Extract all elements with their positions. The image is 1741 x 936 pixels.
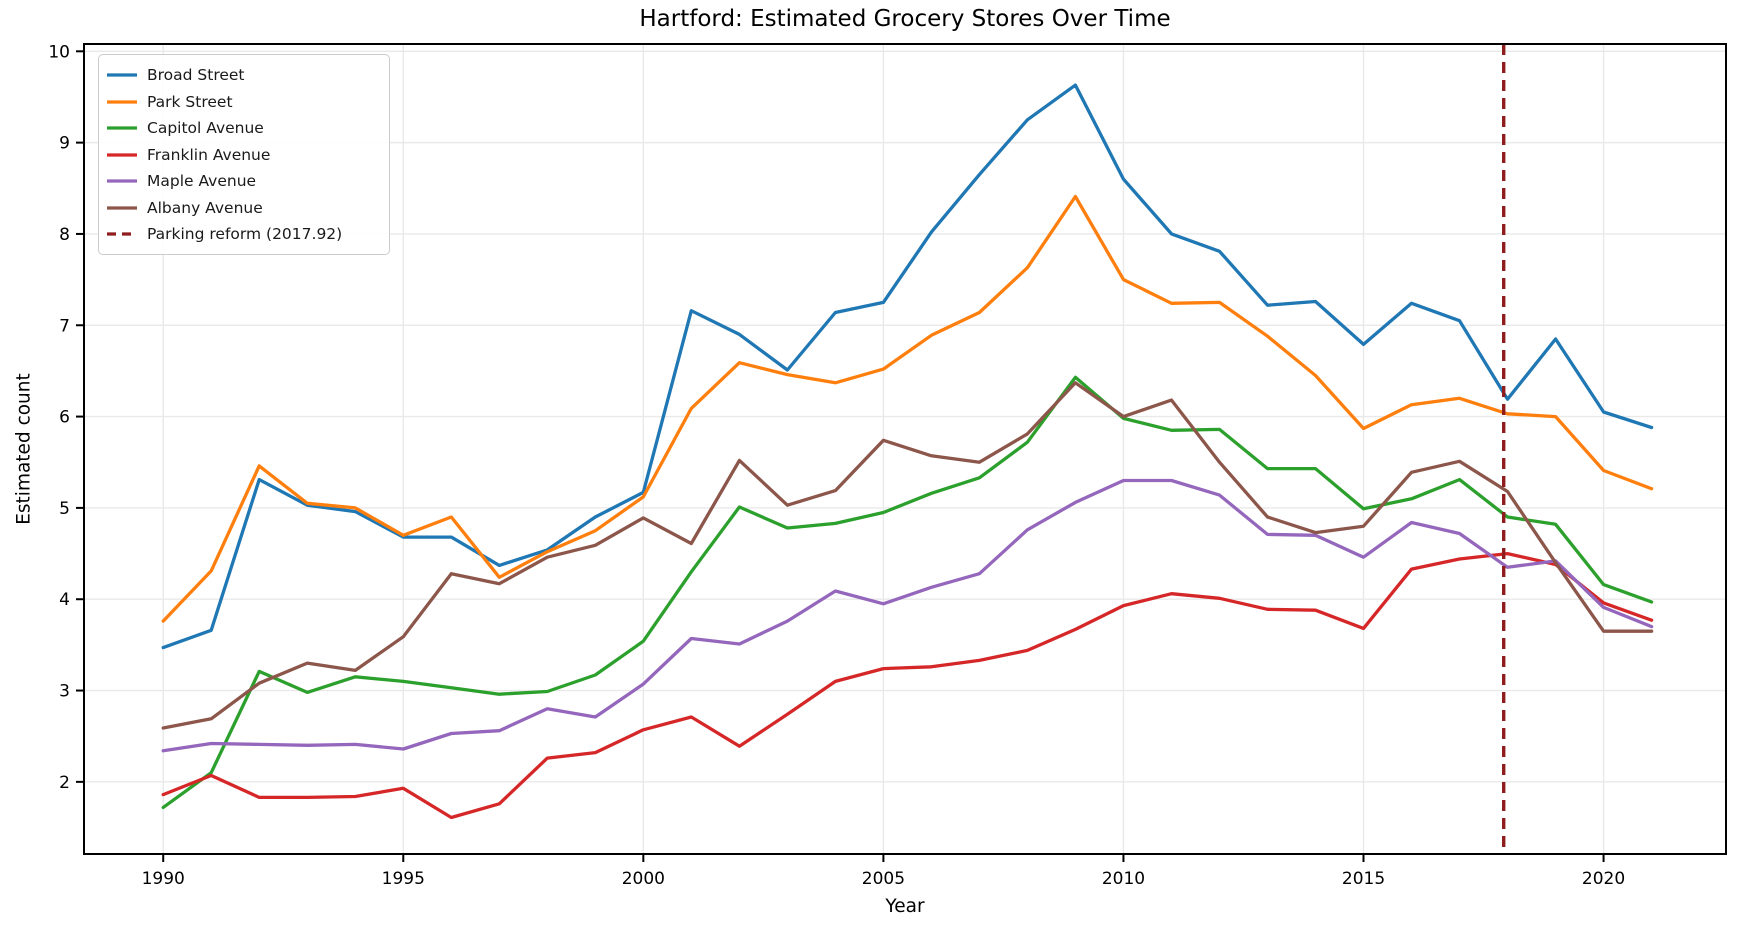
x-tick-label: 1995 xyxy=(382,869,425,889)
legend-label: Albany Avenue xyxy=(147,198,263,217)
legend-item-albany-avenue: Albany Avenue xyxy=(107,195,379,222)
x-tick-label: 1990 xyxy=(142,869,185,889)
legend-label: Broad Street xyxy=(147,66,245,85)
legend-item-park-street: Park Street xyxy=(107,89,379,116)
y-tick-label: 7 xyxy=(59,316,70,336)
series-line-broad-street xyxy=(161,83,1654,650)
legend-dashed-line-swatch xyxy=(107,232,137,236)
legend-item-maple-avenue: Maple Avenue xyxy=(107,168,379,195)
legend-label: Capitol Avenue xyxy=(147,119,264,138)
legend-label: Park Street xyxy=(147,92,233,111)
series-line-franklin-avenue xyxy=(161,551,1654,820)
y-tick-label: 9 xyxy=(59,134,70,154)
series-line-capitol-avenue xyxy=(161,375,1654,810)
y-tick-label: 8 xyxy=(59,225,70,245)
x-axis-label: Year xyxy=(885,896,925,917)
y-tick-label: 3 xyxy=(59,682,70,702)
y-tick-label: 5 xyxy=(59,499,70,519)
legend-label: Maple Avenue xyxy=(147,172,257,191)
y-tick-label: 2 xyxy=(59,773,70,793)
legend-item-franklin-avenue: Franklin Avenue xyxy=(107,142,379,169)
legend-line-swatch xyxy=(107,206,137,210)
legend-line-swatch xyxy=(107,153,137,157)
y-axis-label: Estimated count xyxy=(13,373,35,525)
y-tick-label: 6 xyxy=(59,408,70,428)
legend-item-parking-reform-2017-92: Parking reform (2017.92) xyxy=(107,221,379,248)
legend-label: Franklin Avenue xyxy=(147,145,271,164)
x-tick-label: 2015 xyxy=(1342,869,1385,889)
chart-title: Hartford: Estimated Grocery Stores Over … xyxy=(639,6,1171,32)
legend-line-swatch xyxy=(107,126,137,130)
y-tick-label: 10 xyxy=(48,42,70,62)
legend-item-capitol-avenue: Capitol Avenue xyxy=(107,115,379,142)
x-tick-label: 2020 xyxy=(1582,869,1625,889)
series-line-albany-avenue xyxy=(161,381,1654,730)
legend-label: Parking reform (2017.92) xyxy=(147,225,343,244)
legend-line-swatch xyxy=(107,179,137,183)
plot-border xyxy=(83,43,1727,855)
x-tick-label: 2010 xyxy=(1102,869,1145,889)
series-line-park-street xyxy=(161,194,1654,623)
y-tick-label: 4 xyxy=(59,590,70,610)
legend-line-swatch xyxy=(107,73,137,77)
x-tick-label: 2000 xyxy=(622,869,665,889)
legend: Broad Street Park Street Capitol Avenue Fra… xyxy=(98,54,390,255)
x-tick-label: 2005 xyxy=(862,869,905,889)
legend-item-broad-street: Broad Street xyxy=(107,62,379,89)
series-line-maple-avenue xyxy=(161,478,1654,753)
legend-line-swatch xyxy=(107,100,137,104)
